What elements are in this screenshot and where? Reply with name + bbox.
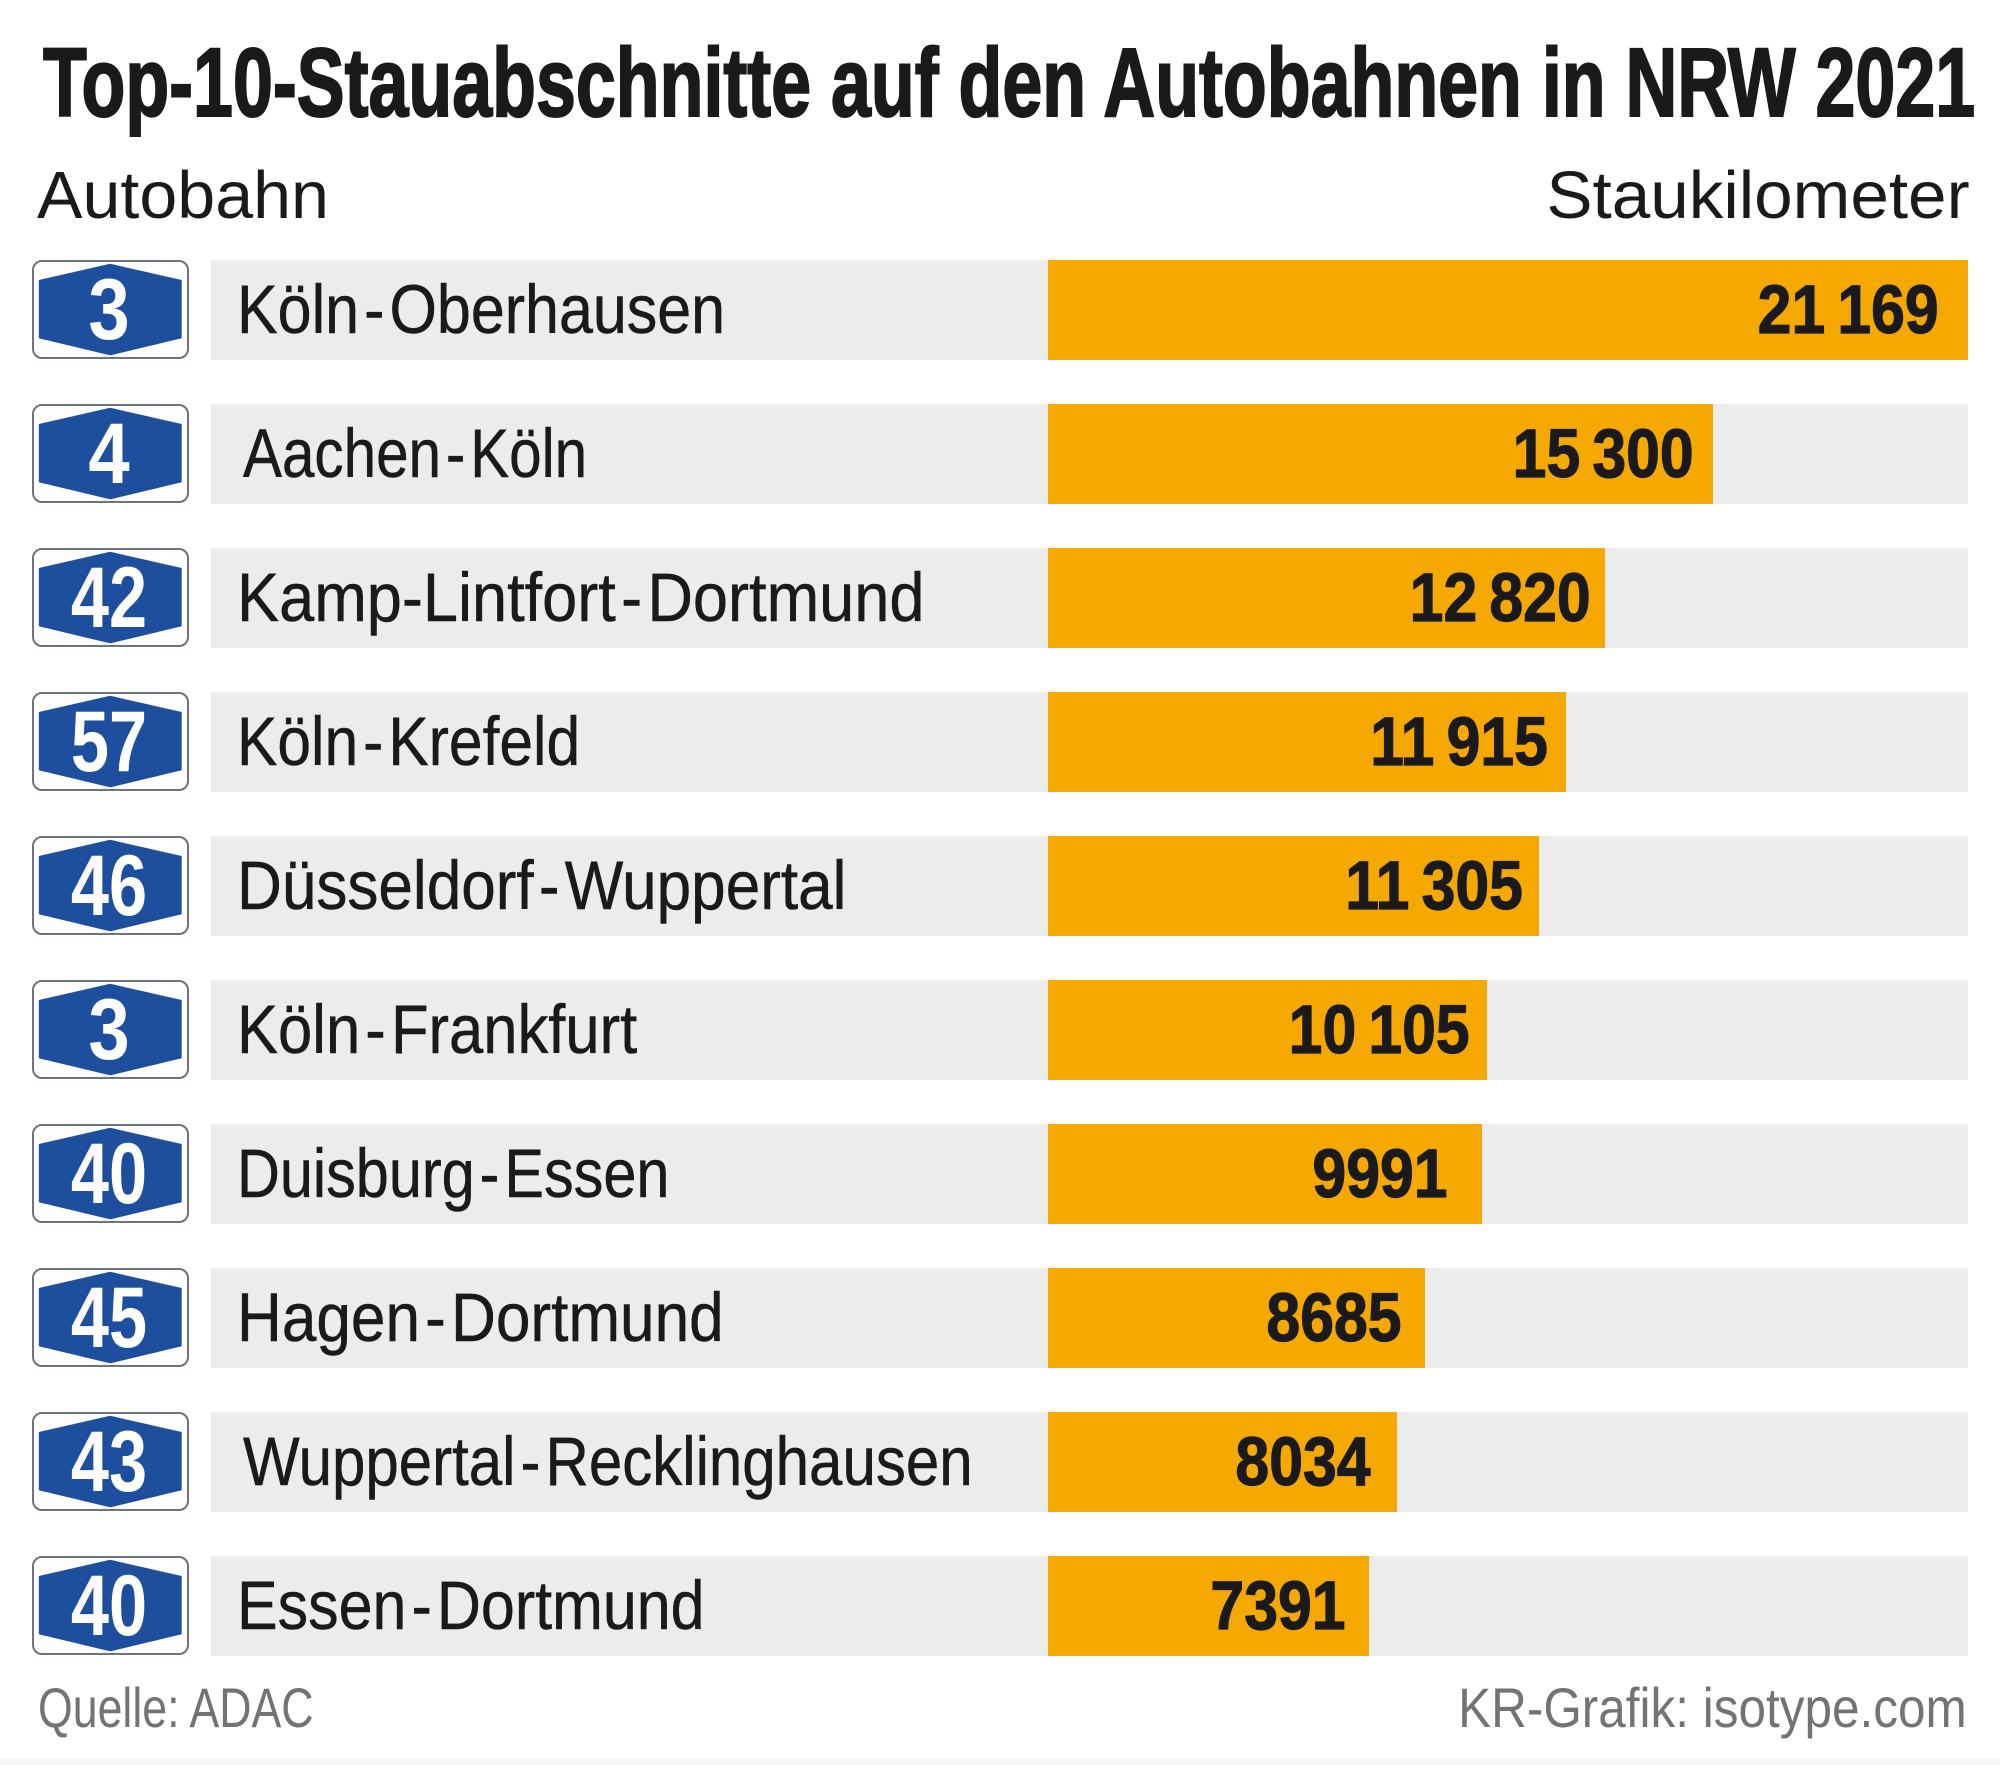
svg-text:3: 3 bbox=[88, 982, 129, 1078]
svg-text:45: 45 bbox=[71, 1270, 147, 1366]
svg-text:43: 43 bbox=[71, 1414, 147, 1510]
svg-text:57: 57 bbox=[71, 694, 147, 790]
svg-text:40: 40 bbox=[71, 1126, 147, 1222]
svg-text:42: 42 bbox=[71, 550, 147, 646]
svg-text:46: 46 bbox=[71, 838, 147, 934]
svg-text:40: 40 bbox=[71, 1558, 147, 1654]
svg-text:3: 3 bbox=[88, 262, 129, 358]
svg-text:4: 4 bbox=[88, 406, 129, 502]
